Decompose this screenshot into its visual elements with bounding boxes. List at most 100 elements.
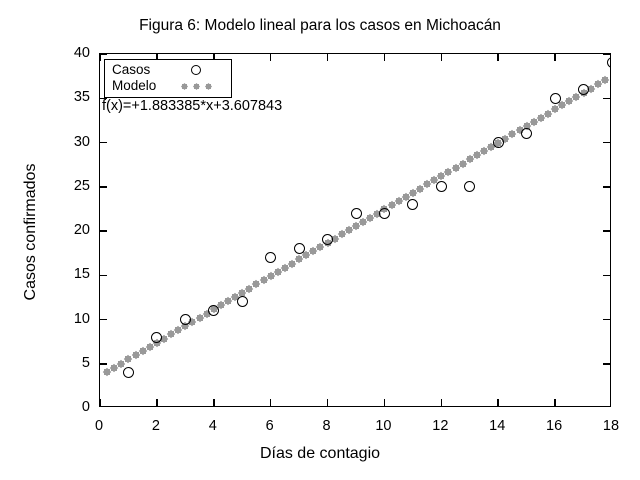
- data-point-modelo: [225, 298, 231, 305]
- data-point-modelo: [523, 123, 530, 130]
- x-axis-tick: [326, 399, 329, 406]
- data-point-modelo: [402, 193, 409, 200]
- data-point-modelo: [509, 131, 516, 138]
- data-point-casos: [578, 83, 590, 95]
- y-axis-tick: [603, 141, 610, 144]
- x-axis-tick-label: 8: [322, 418, 331, 434]
- x-axis-tick: [326, 54, 329, 61]
- y-axis-tick-label: 5: [81, 354, 90, 371]
- data-point-modelo: [104, 368, 111, 375]
- y-axis-tick-label: 40: [73, 45, 90, 61]
- data-point-modelo: [267, 273, 274, 280]
- legend-label-modelo: Modelo: [112, 78, 157, 93]
- data-point-modelo: [196, 314, 203, 321]
- data-point-modelo: [473, 152, 480, 159]
- x-axis-tick: [440, 399, 443, 406]
- legend-marker-casos: [168, 63, 224, 77]
- data-point-modelo: [452, 164, 459, 171]
- x-axis-tick-label: 14: [489, 418, 506, 434]
- data-point-modelo: [566, 98, 573, 105]
- y-axis-title: Casos confirmados: [22, 163, 39, 301]
- data-point-casos: [435, 181, 447, 193]
- x-axis-tick-label: 18: [602, 418, 620, 434]
- data-point-modelo: [253, 281, 260, 288]
- x-axis-tick: [383, 399, 386, 406]
- data-point-casos: [606, 57, 610, 69]
- y-axis-tick-label: 20: [73, 222, 90, 238]
- y-axis-tick: [100, 186, 107, 188]
- data-point-modelo: [274, 268, 281, 275]
- data-point-modelo: [217, 302, 224, 309]
- data-point-casos: [549, 92, 561, 104]
- data-point-casos: [492, 137, 504, 148]
- data-point-modelo: [445, 168, 452, 175]
- data-point-modelo: [395, 198, 402, 205]
- y-axis-tick-label: 25: [73, 177, 90, 194]
- x-axis-title: Días de contagio: [259, 445, 381, 462]
- data-point-modelo: [310, 248, 317, 255]
- data-point-casos: [322, 234, 334, 246]
- x-axis-tick: [269, 54, 272, 61]
- data-point-modelo: [545, 110, 551, 117]
- y-axis-tick: [603, 274, 610, 276]
- data-point-modelo: [573, 93, 580, 100]
- data-point-modelo: [601, 77, 608, 84]
- data-point-modelo: [438, 173, 445, 180]
- legend-entry-modelo: Modelo: [112, 78, 224, 94]
- legend: Casos Modelo: [104, 59, 232, 98]
- data-point-modelo: [168, 331, 175, 338]
- data-point-modelo: [175, 327, 182, 334]
- data-point-modelo: [303, 252, 310, 259]
- data-point-modelo: [424, 181, 431, 188]
- data-point-modelo: [132, 352, 139, 359]
- data-point-modelo: [289, 260, 295, 267]
- plot-inner: Casos Modelo f(x)=+1.883385*x: [100, 54, 610, 406]
- data-point-modelo: [594, 81, 601, 88]
- data-point-modelo: [239, 289, 246, 296]
- y-axis-tick: [100, 363, 107, 365]
- data-point-casos: [521, 128, 533, 140]
- data-point-modelo: [353, 223, 359, 230]
- x-axis-tick-label: 0: [94, 418, 104, 434]
- data-point-casos: [350, 207, 362, 219]
- data-point-modelo: [153, 339, 160, 346]
- data-point-modelo: [516, 127, 523, 134]
- data-point-modelo: [246, 285, 253, 292]
- data-point-modelo: [296, 256, 303, 263]
- data-point-modelo: [552, 106, 559, 113]
- x-axis-tick-label: 16: [546, 418, 563, 434]
- data-point-casos: [407, 198, 419, 210]
- data-point-modelo: [139, 348, 146, 355]
- data-point-modelo: [481, 148, 487, 155]
- data-point-casos: [293, 243, 305, 255]
- x-axis-tick: [383, 54, 386, 61]
- x-axis-tick: [213, 399, 215, 406]
- y-axis-tick-label: 0: [81, 399, 90, 415]
- data-point-modelo: [118, 360, 125, 367]
- plot-area: Casos Modelo f(x)=+1.883385*x: [99, 53, 611, 407]
- x-axis-tick-label: 6: [265, 418, 274, 434]
- x-axis-tick: [100, 54, 101, 61]
- legend-marker-modelo: [168, 79, 224, 93]
- y-axis-tick: [603, 230, 610, 232]
- x-axis-tick: [156, 399, 158, 406]
- data-point-modelo: [374, 210, 381, 217]
- data-point-modelo: [367, 214, 374, 221]
- gray-star-dot-icon: [181, 83, 211, 89]
- data-point-modelo: [409, 189, 416, 196]
- x-axis-tick-label: 10: [375, 418, 392, 434]
- y-axis-tick: [100, 54, 107, 55]
- y-axis-tick: [100, 318, 107, 321]
- x-axis-tick: [554, 399, 556, 406]
- open-circle-icon: [191, 65, 201, 75]
- data-point-modelo: [125, 356, 132, 363]
- data-point-modelo: [203, 310, 210, 317]
- data-point-modelo: [331, 235, 338, 242]
- y-axis-tick: [603, 186, 610, 188]
- data-point-modelo: [488, 143, 495, 150]
- data-point-modelo: [530, 118, 537, 125]
- y-axis-tick-label: 30: [73, 133, 90, 150]
- data-point-modelo: [559, 102, 566, 109]
- data-point-modelo: [459, 160, 466, 167]
